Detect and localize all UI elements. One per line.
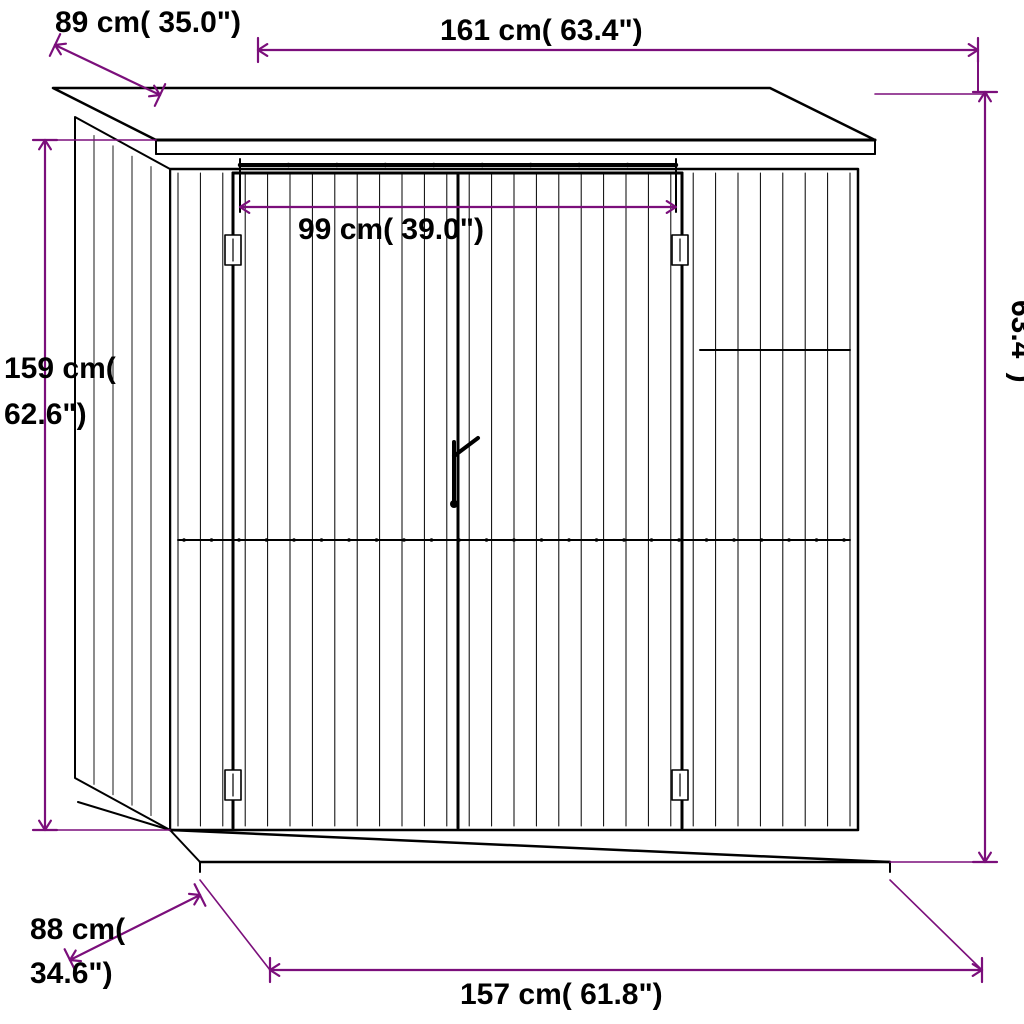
dim-height-left: 159 cm(62.6") (4, 346, 116, 438)
dim-base-width: 157 cm( 61.8") (460, 978, 663, 1012)
diagram-stage: 89 cm( 35.0") 161 cm( 63.4") 99 cm( 39.0… (0, 0, 1024, 1024)
dim-roof-depth: 89 cm( 35.0") (55, 6, 241, 40)
dim-height-right: 161 cm(63.4") (998, 300, 1024, 412)
dimension-lines (0, 0, 1024, 1024)
dim-base-depth: 88 cm(34.6") (30, 908, 125, 996)
dim-roof-width: 161 cm( 63.4") (440, 14, 643, 48)
dim-door-open: 99 cm( 39.0") (298, 213, 484, 247)
